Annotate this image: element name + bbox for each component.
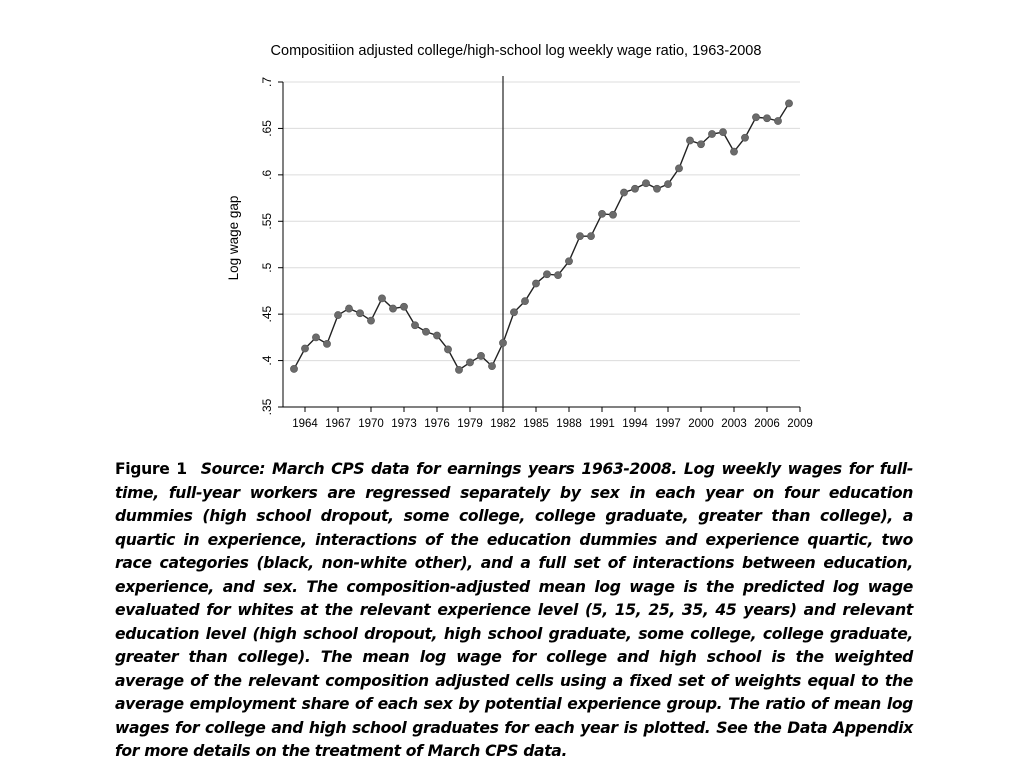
data-point-1975 [422, 327, 430, 336]
x-tick-label-1: 1967 [325, 418, 351, 430]
x-tick-label-12: 2000 [688, 418, 714, 430]
data-point-1963 [290, 365, 298, 373]
data-point-1991 [598, 209, 606, 218]
series-markers [290, 99, 793, 374]
data-point-1976 [433, 331, 441, 340]
data-point-2000 [697, 140, 705, 149]
data-point-1989 [576, 232, 584, 241]
series-0-line [293, 102, 790, 371]
y-tick-label-0: .35 [260, 398, 274, 415]
y-tick-label-3: .5 [260, 262, 274, 272]
data-point-2008 [785, 99, 793, 108]
figure-caption: Figure 1 Source: March CPS data for earni… [115, 458, 913, 764]
data-point-1972 [389, 304, 397, 313]
x-tick-label-10: 1994 [622, 418, 648, 430]
y-tick-label-6: .65 [260, 120, 274, 137]
data-point-1973 [400, 302, 408, 311]
data-point-1971 [378, 294, 386, 303]
data-point-2005 [752, 113, 760, 122]
data-point-1969 [356, 309, 364, 318]
data-point-1977 [444, 345, 452, 354]
x-tick-label-5: 1979 [457, 418, 483, 430]
axes [282, 76, 800, 408]
data-point-1964 [301, 344, 309, 353]
data-point-1995 [642, 179, 650, 188]
data-point-1992 [609, 210, 617, 219]
data-point-1996 [653, 184, 661, 193]
data-point-1982 [499, 339, 507, 347]
data-point-1978 [455, 365, 463, 374]
data-point-1974 [411, 321, 419, 330]
y-tick-label-5: .6 [260, 170, 274, 180]
data-point-2007 [774, 117, 782, 125]
data-point-1981 [488, 362, 496, 371]
x-tick-label-14: 2006 [754, 418, 780, 430]
data-point-1965 [312, 333, 320, 342]
x-tick-label-2: 1970 [358, 418, 384, 430]
data-point-2002 [719, 128, 727, 137]
x-tick-label-8: 1988 [556, 418, 582, 430]
x-tick-label-4: 1976 [424, 418, 450, 430]
data-point-1988 [565, 257, 573, 266]
y-tick-label-4: .55 [260, 213, 274, 230]
data-point-2001 [708, 130, 716, 138]
y-tick-label-2: .45 [260, 305, 274, 322]
data-point-1983 [510, 308, 518, 317]
series-line [293, 102, 790, 371]
x-tick-label-3: 1973 [391, 418, 417, 430]
data-point-2004 [741, 133, 749, 142]
data-point-1987 [554, 271, 562, 280]
data-point-1984 [521, 297, 529, 306]
wage-ratio-chart: Compositiion adjusted college/high-schoo… [226, 43, 813, 430]
y-tick-label-7: .7 [260, 77, 274, 87]
figure-label: Figure 1 [115, 460, 187, 478]
x-tick-label-13: 2003 [721, 418, 747, 430]
x-tick-label-9: 1991 [589, 418, 615, 430]
figure-caption-text: Source: March CPS data for earnings year… [115, 460, 913, 760]
x-tick-label-7: 1985 [523, 418, 549, 430]
data-point-1997 [664, 180, 672, 189]
data-point-1967 [334, 311, 342, 319]
y-tick-label-1: .4 [260, 355, 274, 365]
data-point-2006 [763, 114, 771, 123]
chart-title: Compositiion adjusted college/high-schoo… [271, 43, 762, 59]
data-point-1999 [686, 136, 694, 145]
data-point-1998 [675, 164, 683, 173]
x-tick-label-11: 1997 [655, 418, 681, 430]
data-point-1968 [345, 304, 353, 313]
x-tick-label-0: 1964 [292, 418, 318, 430]
x-tick-label-15: 2009 [787, 418, 813, 430]
data-point-1994 [631, 184, 639, 193]
data-point-1993 [620, 188, 628, 197]
tick-labels: .35 .4 .45 .5 .55 .6 .65 .7 1964 1967 1970 1973 1976… [260, 77, 813, 430]
grid-lines [283, 81, 800, 362]
data-point-1979 [466, 358, 474, 367]
data-point-1985 [532, 279, 540, 288]
data-point-1970 [367, 316, 375, 325]
x-tick-label-6: 1982 [490, 418, 516, 430]
data-point-1966 [323, 339, 331, 348]
data-point-2003 [730, 147, 738, 156]
data-point-1986 [543, 270, 551, 279]
data-point-1990 [587, 232, 595, 241]
data-point-1980 [477, 352, 485, 360]
y-axis-label: Log wage gap [226, 196, 241, 281]
